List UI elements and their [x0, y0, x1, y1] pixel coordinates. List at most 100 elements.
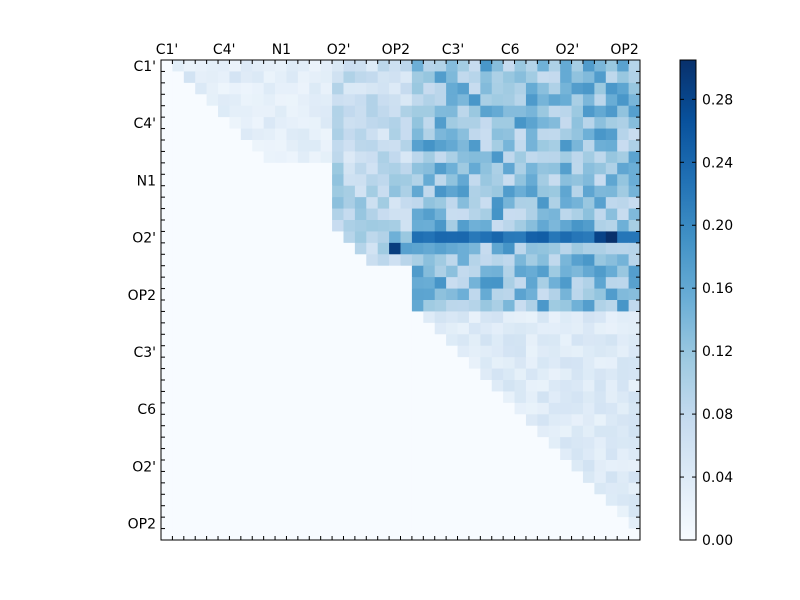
heatmap-cell — [161, 242, 173, 255]
heatmap-cell — [628, 391, 641, 404]
heatmap-cell — [240, 105, 253, 118]
heatmap-cell — [309, 254, 322, 267]
heatmap-cell — [263, 528, 276, 541]
heatmap-cell — [332, 117, 344, 130]
heatmap-cell — [548, 105, 561, 118]
heatmap-cell — [252, 437, 265, 450]
heatmap-cell — [240, 471, 253, 484]
heatmap-cell — [582, 117, 595, 130]
heatmap-cell — [514, 220, 527, 232]
heatmap-cell — [525, 300, 538, 312]
heatmap-cell — [172, 254, 185, 267]
heatmap-cell — [446, 334, 459, 347]
heatmap-cell — [354, 494, 367, 507]
heatmap-cell — [491, 517, 504, 530]
heatmap-cell — [240, 345, 253, 358]
heatmap-cell — [320, 311, 333, 324]
heatmap-cell — [229, 494, 242, 507]
heatmap-cell — [560, 425, 573, 438]
heatmap-cell — [605, 380, 618, 392]
heatmap-cell — [229, 242, 242, 255]
heatmap-cell — [309, 174, 322, 187]
heatmap-cell — [411, 71, 424, 84]
heatmap-cell — [605, 391, 618, 404]
heatmap-cell — [354, 357, 367, 370]
heatmap-cell — [605, 231, 618, 244]
heatmap-cell — [195, 345, 208, 358]
heatmap-cell — [366, 414, 379, 427]
heatmap-cell — [480, 231, 493, 244]
heatmap-cell — [571, 105, 584, 118]
heatmap-cell — [514, 391, 527, 404]
heatmap-cell — [468, 380, 481, 392]
heatmap-cell — [206, 414, 219, 427]
heatmap-cell — [297, 402, 310, 415]
heatmap-cell — [468, 82, 481, 95]
heatmap-cell — [286, 380, 299, 392]
heatmap-cell — [389, 71, 401, 84]
heatmap-cell — [605, 151, 618, 164]
heatmap-cell — [605, 300, 618, 312]
heatmap-cell — [320, 494, 333, 507]
heatmap-cell — [275, 368, 287, 381]
heatmap-cell — [343, 231, 356, 244]
heatmap-cell — [229, 60, 242, 72]
heatmap-cell — [605, 494, 618, 507]
heatmap-cell — [423, 402, 436, 415]
heatmap-cell — [218, 368, 230, 381]
heatmap-cell — [525, 357, 538, 370]
heatmap-cell — [525, 460, 538, 472]
heatmap-cell — [183, 208, 196, 221]
heatmap-cell — [468, 185, 481, 198]
heatmap-cell — [548, 494, 561, 507]
heatmap-cell — [206, 345, 219, 358]
heatmap-cell — [446, 471, 459, 484]
heatmap-cell — [411, 208, 424, 221]
heatmap-cell — [617, 162, 630, 175]
heatmap-cell — [218, 288, 230, 301]
heatmap-cell — [491, 322, 504, 335]
heatmap-cell — [252, 482, 265, 495]
heatmap-cell — [457, 174, 470, 187]
heatmap-cell — [309, 220, 322, 232]
heatmap-cell — [354, 425, 367, 438]
heatmap-cell — [172, 231, 185, 244]
heatmap-cell — [172, 471, 185, 484]
heatmap-cell — [491, 140, 504, 152]
heatmap-cell — [457, 231, 470, 244]
heatmap-cell — [582, 300, 595, 312]
heatmap-cell — [343, 60, 356, 72]
heatmap-cell — [491, 528, 504, 541]
heatmap-cell — [297, 265, 310, 278]
heatmap-cell — [480, 105, 493, 118]
y-tick-label: C6 — [137, 402, 156, 418]
heatmap-cell — [411, 425, 424, 438]
heatmap-cell — [548, 380, 561, 392]
heatmap-cell — [252, 105, 265, 118]
heatmap-cell — [560, 517, 573, 530]
heatmap-cell — [195, 380, 208, 392]
heatmap-cell — [560, 117, 573, 130]
heatmap-cell — [468, 311, 481, 324]
heatmap-cell — [617, 128, 630, 141]
heatmap-cell — [183, 82, 196, 95]
heatmap-cell — [218, 334, 230, 347]
heatmap-cell — [468, 265, 481, 278]
heatmap-cell — [320, 231, 333, 244]
heatmap-cell — [275, 494, 287, 507]
heatmap-cell — [275, 414, 287, 427]
heatmap-cell — [525, 117, 538, 130]
heatmap-cell — [229, 288, 242, 301]
heatmap-cell — [617, 425, 630, 438]
heatmap-cell — [548, 265, 561, 278]
heatmap-cell — [206, 220, 219, 232]
heatmap-cell — [537, 231, 550, 244]
heatmap-cell — [309, 94, 322, 107]
heatmap-cell — [491, 105, 504, 118]
heatmap-cell — [377, 242, 390, 255]
heatmap-cell — [434, 494, 447, 507]
heatmap-cell — [525, 265, 538, 278]
heatmap-cell — [480, 380, 493, 392]
heatmap-cell — [571, 185, 584, 198]
